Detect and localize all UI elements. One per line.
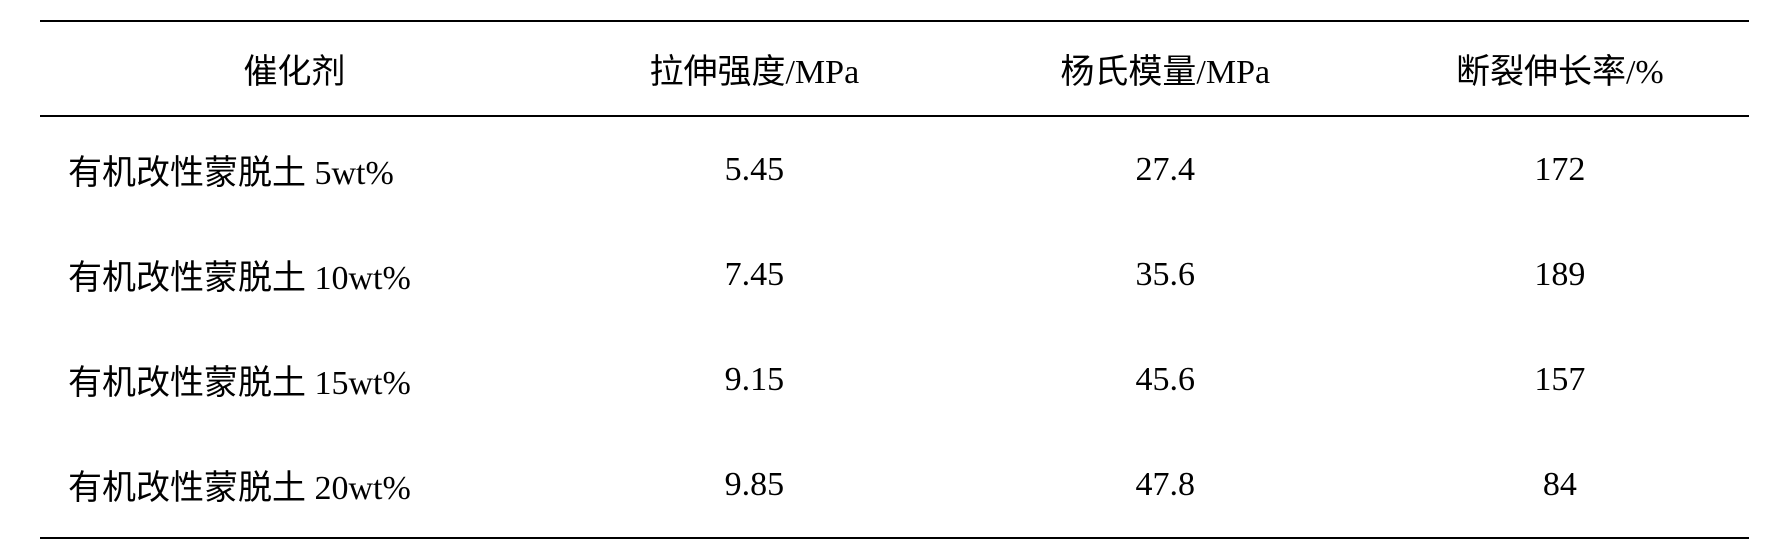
table-row: 有机改性蒙脱土 5wt% 5.45 27.4 172	[40, 116, 1749, 222]
cell-tensile: 7.45	[549, 222, 960, 327]
header-catalyst: 催化剂	[40, 21, 549, 116]
cell-tensile: 9.85	[549, 432, 960, 538]
cell-catalyst: 有机改性蒙脱土 5wt%	[40, 116, 549, 222]
cell-catalyst: 有机改性蒙脱土 15wt%	[40, 327, 549, 432]
table-header-row: 催化剂 拉伸强度/MPa 杨氏模量/MPa 断裂伸长率/%	[40, 21, 1749, 116]
table-row: 有机改性蒙脱土 15wt% 9.15 45.6 157	[40, 327, 1749, 432]
cell-youngs: 35.6	[960, 222, 1371, 327]
cell-catalyst: 有机改性蒙脱土 10wt%	[40, 222, 549, 327]
cell-tensile: 5.45	[549, 116, 960, 222]
cell-youngs: 27.4	[960, 116, 1371, 222]
cell-youngs: 45.6	[960, 327, 1371, 432]
cell-elong: 84	[1371, 432, 1749, 538]
cell-catalyst: 有机改性蒙脱土 20wt%	[40, 432, 549, 538]
cell-tensile: 9.15	[549, 327, 960, 432]
cell-elong: 172	[1371, 116, 1749, 222]
cell-elong: 189	[1371, 222, 1749, 327]
header-elong: 断裂伸长率/%	[1371, 21, 1749, 116]
table-row: 有机改性蒙脱土 20wt% 9.85 47.8 84	[40, 432, 1749, 538]
cell-elong: 157	[1371, 327, 1749, 432]
materials-property-table: 催化剂 拉伸强度/MPa 杨氏模量/MPa 断裂伸长率/% 有机改性蒙脱土 5w…	[40, 20, 1749, 539]
table-row: 有机改性蒙脱土 10wt% 7.45 35.6 189	[40, 222, 1749, 327]
cell-youngs: 47.8	[960, 432, 1371, 538]
header-tensile: 拉伸强度/MPa	[549, 21, 960, 116]
header-youngs: 杨氏模量/MPa	[960, 21, 1371, 116]
